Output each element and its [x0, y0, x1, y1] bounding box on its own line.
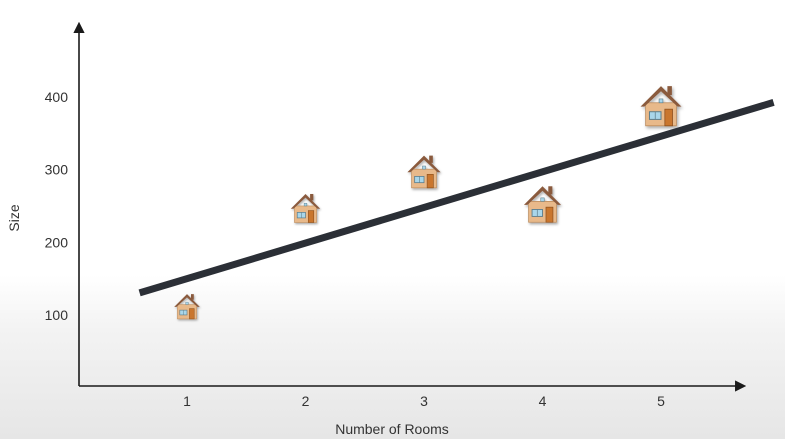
x-tick-label: 5 — [657, 393, 665, 409]
x-tick-label: 4 — [539, 393, 547, 409]
x-tick-label: 2 — [302, 393, 310, 409]
y-tick-labels: 100 200 300 400 — [45, 89, 69, 323]
y-tick-label: 400 — [45, 89, 69, 105]
y-tick-label: 200 — [45, 234, 69, 250]
trend-line — [138, 99, 775, 297]
house-icon — [407, 155, 441, 189]
x-tick-label: 3 — [420, 393, 428, 409]
data-points — [174, 86, 682, 320]
house-icon — [640, 86, 682, 127]
house-icon — [523, 186, 562, 223]
x-axis-label: Number of Rooms — [335, 421, 449, 437]
y-axis-label: Size — [6, 204, 22, 231]
house-icon — [174, 294, 200, 320]
x-tick-label: 1 — [183, 393, 191, 409]
x-tick-labels: 1 2 3 4 5 — [183, 393, 665, 409]
y-tick-label: 300 — [45, 162, 69, 178]
house-icon — [290, 193, 321, 223]
y-tick-label: 100 — [45, 307, 69, 323]
